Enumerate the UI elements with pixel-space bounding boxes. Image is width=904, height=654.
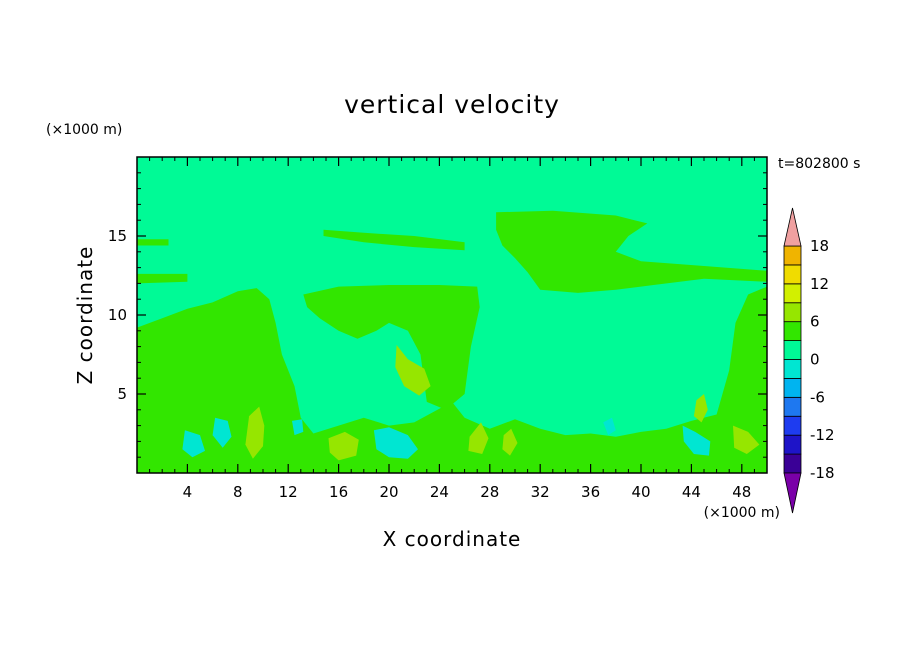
colorbar-segment	[783, 434, 802, 455]
y-axis-ticks: 5 10 15	[108, 172, 767, 458]
colorbar-max-triangle	[783, 207, 802, 247]
contour-plot-area	[136, 156, 768, 474]
contour-region	[212, 417, 232, 448]
y-axis-unit: (×1000 m)	[46, 122, 122, 138]
x-tick-label: 40	[631, 483, 650, 501]
contour-region	[468, 422, 489, 454]
contour-region	[693, 394, 708, 423]
x-tick-label: 8	[233, 483, 243, 501]
y-tick-label: 5	[117, 385, 127, 403]
x-tick-label: 20	[379, 483, 398, 501]
contour-region	[603, 417, 616, 436]
colorbar-segment	[783, 359, 802, 379]
colorbar-segment	[783, 340, 802, 360]
contour-region	[373, 427, 418, 459]
x-tick-label: 44	[682, 483, 701, 501]
contour-region	[502, 428, 518, 456]
colorbar-tick-label: 6	[810, 313, 820, 331]
x-axis-ticks: 4 8 12 16 20 24 28 32 36 40 44 48	[149, 157, 755, 501]
colorbar-segment	[783, 264, 802, 285]
x-tick-label: 24	[430, 483, 449, 501]
colorbar-segment	[783, 453, 802, 474]
colorbar-tick-label: -6	[810, 388, 825, 406]
x-axis-unit: (×1000 m)	[704, 505, 780, 521]
contour-region	[182, 430, 205, 458]
contour-region	[245, 406, 265, 459]
contour-region	[496, 210, 767, 293]
colorbar-tick-label: -18	[810, 464, 835, 482]
contour-region	[328, 431, 359, 461]
x-axis-label: X coordinate	[383, 527, 522, 551]
colorbar-segment	[783, 415, 802, 436]
contour-region	[323, 229, 465, 251]
colorbar-tick-label: 0	[810, 351, 820, 369]
x-tick-label: 36	[581, 483, 600, 501]
colorbar-tick-label: -12	[810, 426, 835, 444]
chart-title: vertical velocity	[344, 90, 560, 119]
colorbar-tick-label: 12	[810, 275, 829, 293]
contour-region	[292, 419, 304, 436]
y-tick-label: 10	[108, 306, 127, 324]
colorbar-segment	[783, 245, 802, 266]
contour-region	[682, 425, 711, 456]
contour-region	[733, 425, 760, 454]
x-tick-label: 16	[329, 483, 348, 501]
y-tick-label: 15	[108, 227, 127, 245]
colorbar-tick-label: 18	[810, 237, 829, 255]
colorbar-segment	[783, 378, 802, 398]
x-tick-label: 12	[279, 483, 298, 501]
colorbar-min-triangle	[783, 472, 802, 514]
colorbar-segment	[783, 321, 802, 341]
colorbar-segment	[783, 283, 802, 304]
colorbar: 18 12 6 0 -6 -12 -18	[783, 207, 835, 514]
colorbar-segment	[783, 396, 802, 417]
time-label: t=802800 s	[778, 156, 860, 172]
y-axis-label: Z coordinate	[73, 246, 97, 385]
x-tick-label: 4	[183, 483, 193, 501]
contour-region	[137, 273, 188, 284]
x-tick-label: 28	[480, 483, 499, 501]
x-tick-label: 32	[531, 483, 550, 501]
colorbar-segment	[783, 302, 802, 323]
contour-region	[303, 285, 480, 410]
contour-region	[137, 239, 169, 246]
x-tick-label: 48	[732, 483, 751, 501]
contour-region	[395, 345, 431, 396]
